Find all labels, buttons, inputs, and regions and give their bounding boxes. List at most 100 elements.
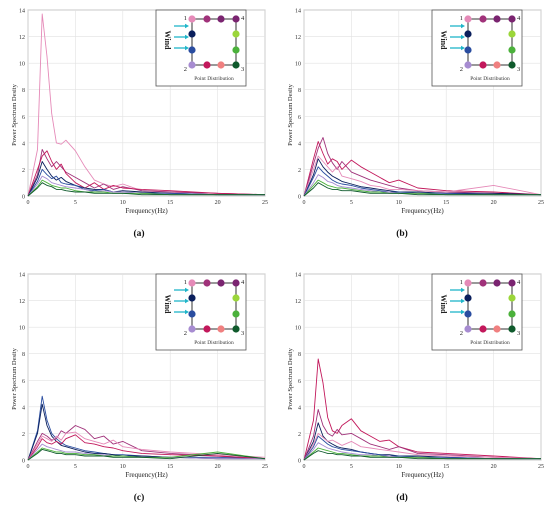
- point-bottom-1-dot: [479, 61, 487, 69]
- y-tick-label: 4: [298, 141, 301, 147]
- point-4-dot: [508, 279, 516, 287]
- corner-label-2: 2: [184, 66, 187, 73]
- corner-label-1: 1: [460, 15, 463, 22]
- inset-frame: [155, 273, 247, 351]
- wind-label: Wind: [439, 295, 448, 315]
- y-tick-label: 0: [22, 195, 25, 201]
- x-tick-label: 20: [491, 200, 497, 206]
- point-1-dot: [188, 279, 196, 287]
- series-line-2: [27, 425, 266, 461]
- point-1-dot: [464, 15, 472, 23]
- point-frame: [467, 282, 513, 330]
- y-tick-label: 2: [298, 168, 301, 174]
- wind-label: Wind: [163, 295, 172, 315]
- point-2-dot: [188, 325, 196, 333]
- inset-caption: Point Distribution: [194, 340, 234, 346]
- y-tick-label: 4: [22, 141, 25, 147]
- point-top-mid-2-dot: [217, 15, 225, 23]
- x-axis-label: Frequency(Hz): [125, 207, 168, 215]
- y-tick-label: 8: [22, 352, 25, 358]
- y-tick-label: 2: [22, 168, 25, 174]
- x-tick-label: 0: [303, 464, 306, 470]
- series-line-7: [303, 182, 541, 197]
- point-bottom-1-dot: [203, 61, 211, 69]
- point-right-2-dot: [508, 310, 516, 318]
- x-tick-label: 25: [538, 464, 544, 470]
- series-line-6: [27, 179, 265, 197]
- point-left-2-dot: [188, 310, 196, 318]
- x-tick-label: 15: [167, 464, 173, 470]
- x-tick-label: 5: [74, 464, 77, 470]
- wind-arrow-head-0: [185, 287, 189, 293]
- point-right-1-dot: [508, 294, 516, 302]
- corner-label-4: 4: [241, 279, 245, 286]
- y-axis-label: Power Spectrum Desity: [11, 83, 18, 145]
- x-tick-label: 10: [120, 200, 126, 206]
- point-3-dot: [508, 325, 516, 333]
- y-tick-label: 14: [295, 9, 301, 15]
- y-tick-label: 8: [22, 88, 25, 94]
- point-right-1-dot: [508, 30, 516, 38]
- y-tick-label: 8: [298, 352, 301, 358]
- y-tick-label: 12: [295, 35, 301, 41]
- y-tick-label: 14: [19, 273, 25, 279]
- corner-label-3: 3: [517, 66, 520, 73]
- point-top-mid-dot: [203, 15, 211, 23]
- wind-arrow-head-1: [461, 298, 465, 304]
- y-tick-label: 12: [295, 299, 301, 305]
- point-distribution-inset: Wind 1 4 2 3 Point Distribution: [155, 273, 247, 351]
- point-left-1-dot: [188, 294, 196, 302]
- point-2-dot: [464, 325, 472, 333]
- corner-label-2: 2: [184, 330, 187, 337]
- point-top-mid-2-dot: [493, 279, 501, 287]
- point-top-mid-dot: [479, 279, 487, 287]
- y-tick-label: 10: [19, 326, 25, 332]
- x-tick-label: 10: [396, 464, 402, 470]
- panel-label: (b): [396, 228, 408, 239]
- inset-caption: Point Distribution: [470, 340, 510, 346]
- y-axis-label: Power Spectrum Desity: [287, 347, 294, 409]
- point-4-dot: [508, 15, 516, 23]
- corner-label-1: 1: [184, 15, 187, 22]
- corner-label-4: 4: [517, 15, 521, 22]
- y-tick-label: 2: [22, 432, 25, 438]
- point-3-dot: [232, 325, 240, 333]
- point-1-dot: [464, 279, 472, 287]
- point-frame: [191, 282, 237, 330]
- wind-arrow-head-1: [185, 34, 189, 40]
- x-tick-label: 15: [443, 200, 449, 206]
- y-tick-label: 10: [295, 326, 301, 332]
- point-bottom-2-dot: [217, 325, 225, 333]
- point-bottom-2-dot: [493, 61, 501, 69]
- inset-frame: [431, 273, 523, 351]
- point-left-1-dot: [188, 30, 196, 38]
- wind-arrow-head-0: [461, 287, 465, 293]
- point-right-1-dot: [232, 294, 240, 302]
- series-line-7: [303, 450, 541, 461]
- point-frame: [467, 18, 513, 66]
- y-tick-label: 0: [22, 459, 25, 465]
- series-line-3: [303, 432, 542, 461]
- y-tick-label: 12: [19, 299, 25, 305]
- point-left-1-dot: [464, 294, 472, 302]
- wind-label: Wind: [439, 31, 448, 51]
- point-bottom-1-dot: [203, 325, 211, 333]
- series-line-0: [303, 358, 542, 461]
- series-line-6: [303, 179, 541, 197]
- point-left-2-dot: [188, 46, 196, 54]
- point-top-mid-2-dot: [493, 15, 501, 23]
- wind-label: Wind: [163, 31, 172, 51]
- corner-label-2: 2: [460, 66, 463, 73]
- series-line-6: [303, 447, 541, 461]
- wind-arrow-head-1: [185, 298, 189, 304]
- y-tick-label: 4: [298, 405, 301, 411]
- series-line-3: [27, 161, 265, 197]
- point-left-2-dot: [464, 46, 472, 54]
- inset-caption: Point Distribution: [194, 76, 234, 82]
- y-tick-label: 4: [22, 405, 25, 411]
- wind-arrow-head-2: [185, 45, 189, 51]
- y-axis-label: Power Spectrum Desity: [11, 347, 18, 409]
- y-tick-label: 14: [295, 273, 301, 279]
